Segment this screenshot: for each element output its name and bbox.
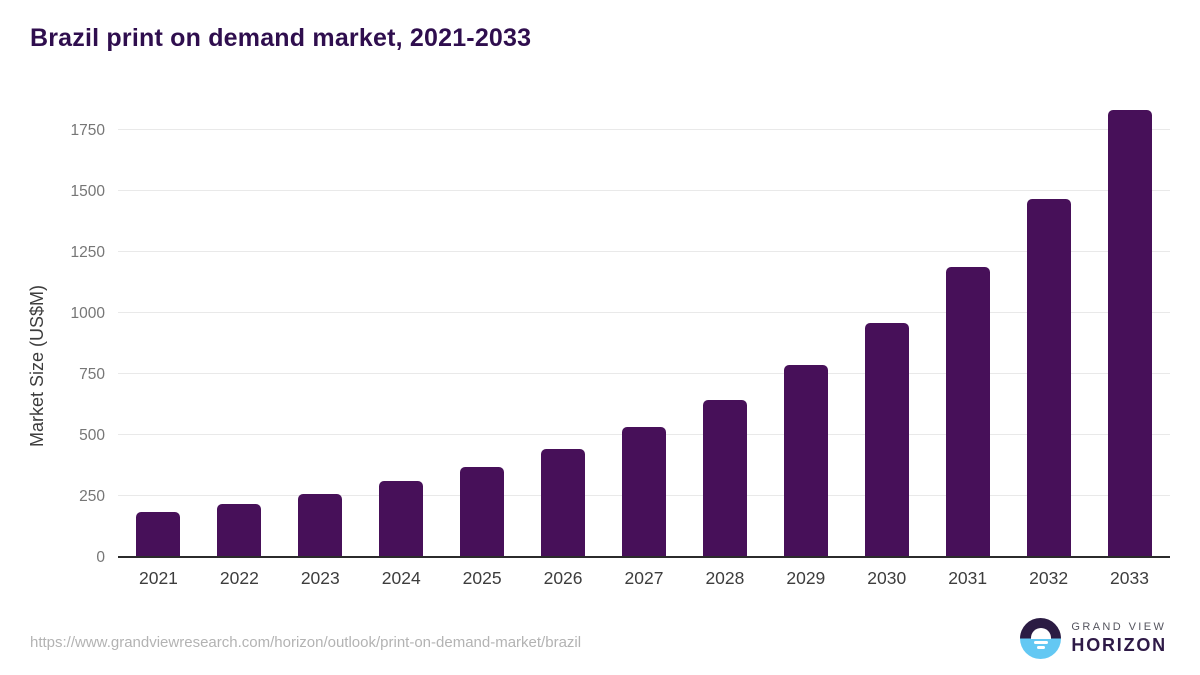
grand-view-horizon-logo: GRAND VIEW HORIZON <box>1020 618 1167 659</box>
bar-slot-2027 <box>604 131 685 556</box>
gridline-1750 <box>118 128 1170 130</box>
bar-slot-2033 <box>1089 109 1170 556</box>
bar-2026 <box>541 449 586 556</box>
bar-2021 <box>136 511 181 556</box>
bar-2028 <box>702 400 747 556</box>
plot-area <box>118 109 1170 558</box>
bar-2030 <box>864 322 909 556</box>
bar-slot-2026 <box>523 131 604 556</box>
bar-slot-2022 <box>199 131 280 556</box>
x-tick-2022: 2022 <box>219 568 259 588</box>
y-tick-750: 750 <box>79 366 105 383</box>
bar-2023 <box>298 493 343 556</box>
y-axis-tick-labels: 0 250 500 750 1000 1250 1500 1750 <box>0 122 105 566</box>
gridline-1250 <box>118 250 1170 252</box>
bar-slot-2031 <box>927 131 1008 556</box>
bar-2025 <box>460 466 505 556</box>
y-tick-1250: 1250 <box>70 244 105 261</box>
bar-slot-2029 <box>765 131 846 556</box>
bar-2027 <box>621 427 666 556</box>
x-tick-2025: 2025 <box>462 568 502 588</box>
y-tick-500: 500 <box>79 427 105 444</box>
x-tick-2032: 2032 <box>1029 568 1069 588</box>
x-tick-2023: 2023 <box>300 568 340 588</box>
sun-shape <box>1030 628 1051 639</box>
logo-text: GRAND VIEW HORIZON <box>1071 621 1167 656</box>
bar-2024 <box>379 481 424 556</box>
gridline-1000 <box>118 311 1170 313</box>
bar-series <box>118 109 1170 556</box>
source-url: https://www.grandviewresearch.com/horizo… <box>30 634 582 651</box>
bar-slot-2021 <box>118 131 199 556</box>
horizon-sun-icon <box>1020 618 1062 659</box>
x-tick-2026: 2026 <box>543 568 583 588</box>
x-tick-2024: 2024 <box>381 568 421 588</box>
x-tick-2027: 2027 <box>624 568 664 588</box>
bar-2031 <box>945 267 990 556</box>
y-tick-1000: 1000 <box>70 305 105 322</box>
y-tick-250: 250 <box>79 488 105 505</box>
bar-2029 <box>783 365 828 556</box>
logo-line2: HORIZON <box>1071 635 1167 655</box>
sun-reflection-line <box>1036 646 1045 649</box>
y-tick-0: 0 <box>96 549 105 566</box>
gridline-750 <box>118 372 1170 374</box>
bar-slot-2032 <box>1008 131 1089 556</box>
bar-2022 <box>217 503 262 556</box>
x-tick-2031: 2031 <box>948 568 988 588</box>
bar-slot-2028 <box>684 131 765 556</box>
x-tick-2021: 2021 <box>138 568 178 588</box>
sun-reflection-line <box>1033 641 1048 644</box>
bar-2032 <box>1026 199 1071 556</box>
gridline-1500 <box>118 189 1170 191</box>
logo-line1: GRAND VIEW <box>1071 621 1167 633</box>
bar-slot-2025 <box>442 131 523 556</box>
y-tick-1750: 1750 <box>70 122 105 139</box>
x-tick-2033: 2033 <box>1110 568 1149 588</box>
chart-title: Brazil print on demand market, 2021-2033 <box>30 24 532 52</box>
bar-slot-2024 <box>361 131 442 556</box>
bar-slot-2030 <box>846 131 927 556</box>
y-tick-1500: 1500 <box>70 183 105 200</box>
bar-2033 <box>1107 109 1152 556</box>
x-tick-2028: 2028 <box>705 568 745 588</box>
x-tick-2030: 2030 <box>867 568 907 588</box>
bar-slot-2023 <box>280 131 361 556</box>
x-tick-2029: 2029 <box>786 568 826 588</box>
x-axis-tick-labels: 2021 2022 2023 2024 2025 2026 2027 2028 2029 2030… <box>118 568 1170 589</box>
